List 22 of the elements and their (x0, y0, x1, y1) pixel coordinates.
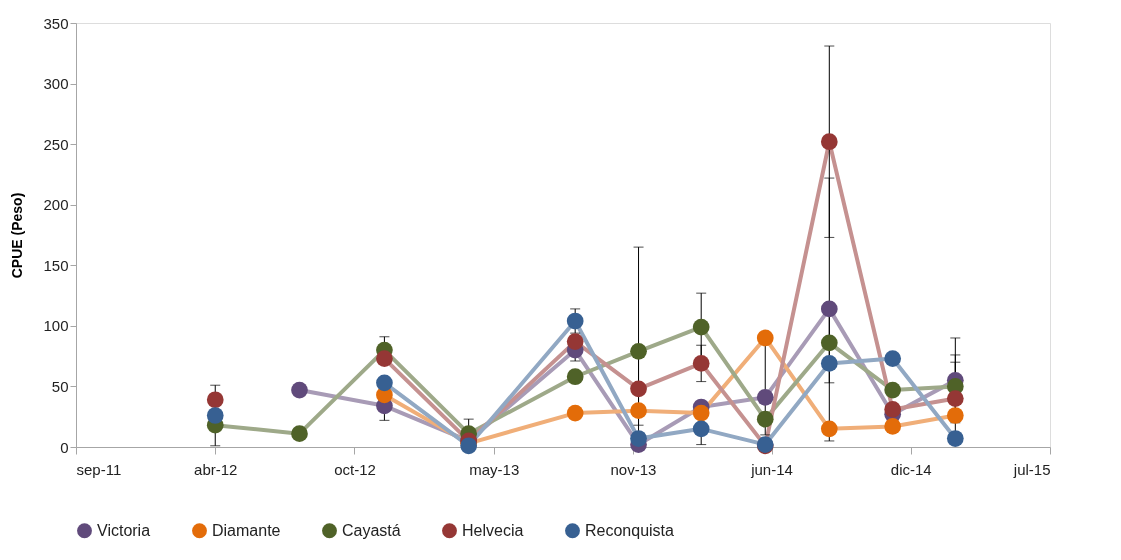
y-tick-label: 250 (43, 135, 69, 153)
y-tick-label: 0 (60, 438, 69, 456)
legend-label: Cayastá (342, 521, 401, 539)
x-tick-label: abr-12 (194, 460, 238, 478)
legend-label: Victoria (97, 521, 151, 539)
y-tick-label: 150 (43, 256, 69, 274)
y-tick-label: 300 (43, 75, 69, 93)
x-tick-label: dic-14 (890, 460, 932, 478)
y-tick-label: 100 (43, 317, 69, 335)
y-tick-label: 350 (43, 14, 69, 32)
x-tick-label: sep-11 (76, 460, 122, 478)
x-tick-label: oct-12 (334, 460, 376, 478)
legend-label: Diamante (212, 521, 281, 539)
y-tick-label: 50 (51, 377, 69, 395)
legend-label: Helvecia (462, 521, 524, 539)
x-tick-label: jun-14 (750, 460, 793, 478)
y-axis-title: CPUE (Peso) (9, 192, 26, 279)
y-tick-label: 200 (43, 196, 69, 214)
x-tick-label: may-13 (469, 460, 520, 478)
x-tick-label: nov-13 (610, 460, 657, 478)
x-tick-label: jul-15 (1012, 460, 1051, 478)
legend-label: Reconquista (585, 521, 675, 539)
